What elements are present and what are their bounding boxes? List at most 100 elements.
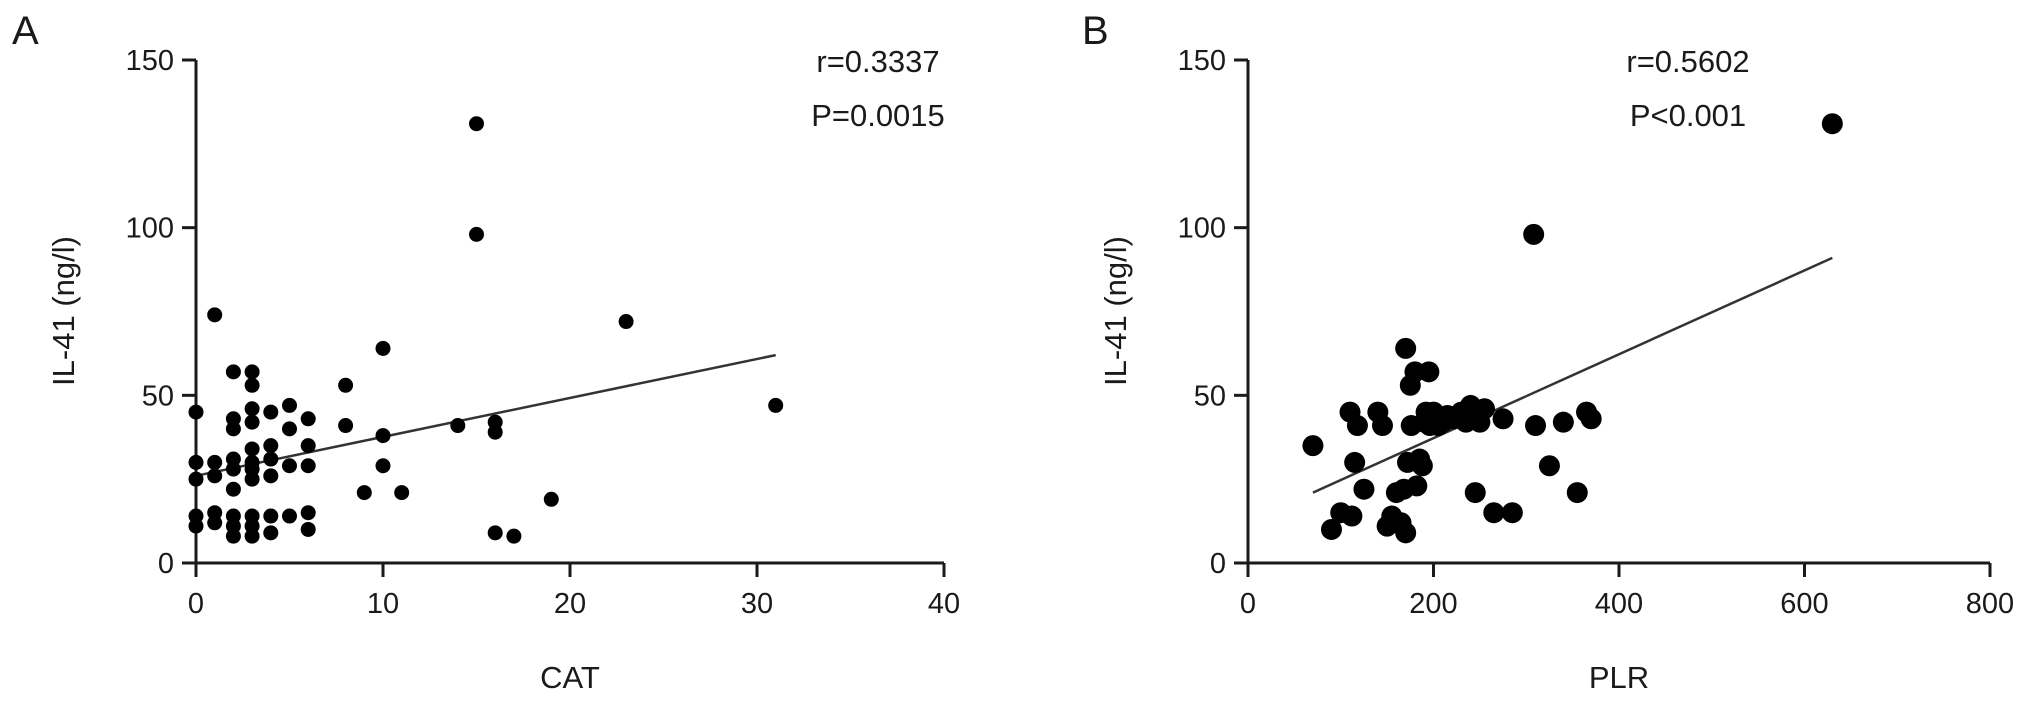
panel-a-point-5 [207,307,223,323]
panel-a-points [188,116,784,544]
panel-b-point-6 [1346,415,1368,437]
panel-a-point-30 [263,404,279,420]
panel-a-point-2 [188,471,204,487]
panel-a-x-tick-label-0: 0 [188,588,204,620]
panel-a-y-axis-title: IL-41 (ng/l) [46,236,81,386]
panel-b-point-16 [1395,522,1417,544]
panel-b-x-tick-label-1: 200 [1409,588,1457,620]
panel-a-point-54 [469,226,484,242]
panel-b-point-49 [1580,408,1602,430]
panel-a-point-42 [300,458,316,474]
panel-b-point-42 [1501,502,1523,524]
panel-a-p-value: P=0.0015 [811,98,945,133]
panel-a-axes [182,58,946,577]
panel-b-letter: B [1082,9,1109,53]
panel-b-point-0 [1302,435,1324,457]
panel-b-y-tick-label-3: 150 [1178,45,1226,77]
panel-a-point-51 [394,485,410,501]
panel-b-point-39 [1474,398,1496,420]
panel-a-point-14 [225,461,241,477]
panel-a-point-38 [282,458,297,474]
panel-a-point-52 [450,418,466,434]
panel-b-x-tick-label-2: 400 [1595,588,1643,620]
panel-b-point-50 [1821,113,1843,135]
panel-a-point-32 [263,451,279,467]
panel-b-y-axis-title: IL-41 (ng/l) [1098,236,1133,386]
panel-b-point-4 [1341,505,1363,527]
panel-a-point-23 [244,441,260,457]
panel-a-y-tick-label-0: 0 [158,548,174,580]
panel-a-point-1 [188,454,204,470]
panel-b-point-43 [1525,415,1547,437]
panel-a-point-18 [225,528,241,544]
panel-b-y-tick-label-1: 50 [1194,380,1226,412]
panel-b-x-tick-label-0: 0 [1240,588,1256,620]
panel-a-x-tick-label-1: 10 [367,588,399,620]
panel-b-point-1 [1320,518,1342,540]
panel-b-y-tick-label-2: 100 [1178,213,1226,245]
panel-a-point-61 [768,397,784,413]
panel-a-point-9 [207,515,223,531]
panel-a-letter: A [12,9,39,53]
panel-b-point-46 [1552,411,1574,433]
panel-a-r-value: r=0.3337 [816,44,939,79]
panel-a-y-tick-label-3: 150 [126,45,174,77]
panel-b-p-value: P<0.001 [1630,98,1746,133]
panel-a-point-15 [225,481,241,497]
panel-b-point-23 [1411,455,1433,477]
panel-a-point-39 [282,508,297,524]
panel-a-point-35 [263,525,279,541]
panel-a-point-34 [263,508,279,524]
panel-a-point-6 [207,454,223,470]
panel-b-x-tick-label-3: 600 [1780,588,1828,620]
panel-b-y-tick-labels: 0 50 100 150 [1178,45,1226,580]
panel-b-point-15 [1395,337,1417,359]
panel-b-point-7 [1353,478,1375,500]
panel-a-point-26 [244,471,260,487]
panel-b-point-45 [1538,455,1560,477]
panel-a-point-47 [356,485,372,501]
panel-a-chart: A 0 50 100 150 0 10 20 30 40 CAT IL-41 (ng/l) r… [12,9,960,695]
panel-b-y-tick-label-0: 0 [1210,548,1226,580]
panel-b-x-axis-title: PLR [1589,660,1649,695]
panel-b-x-tick-label-4: 800 [1966,588,2014,620]
panel-a-point-37 [282,421,297,437]
panel-b-point-47 [1566,482,1588,504]
panel-a-point-56 [487,424,503,440]
panel-a-point-43 [300,505,316,521]
panel-a-point-19 [244,364,260,380]
panel-a-point-48 [375,340,391,356]
panel-a-y-tick-labels: 0 50 100 150 [126,45,174,580]
panel-b-points [1302,113,1843,544]
panel-a-point-57 [487,525,503,541]
panel-a-point-49 [375,428,391,444]
panel-a-point-53 [469,116,484,132]
panel-a-point-29 [244,528,260,544]
panel-a-point-44 [300,521,316,537]
panel-a-point-20 [244,377,260,393]
panel-b-chart: B 0 50 100 150 0 200 400 600 800 PLR IL-41 (ng/… [1082,9,2014,695]
panel-b-point-36 [1464,482,1486,504]
panel-b-axes [1234,58,1992,577]
panel-b-regression-line [1312,256,1833,494]
panel-a-point-40 [300,411,316,427]
panel-a-point-33 [263,468,279,484]
panel-a-point-0 [188,404,204,420]
panel-a-point-50 [375,458,391,474]
panel-a-point-41 [300,438,316,454]
panel-b-point-44 [1523,223,1545,245]
panel-a-point-12 [225,421,241,437]
panel-b-point-5 [1344,451,1366,473]
panel-a-point-31 [263,438,279,454]
panel-b-point-9 [1371,415,1393,437]
panel-a-point-10 [225,364,241,380]
panel-b-x-tick-labels: 0 200 400 600 800 [1240,588,2014,620]
panel-a-point-4 [188,518,204,534]
panel-a-x-tick-label-4: 40 [928,588,960,620]
panel-a-point-59 [543,491,559,507]
panel-a-point-60 [618,314,634,330]
panel-a-point-46 [338,418,354,434]
panel-b-point-26 [1418,361,1440,383]
panel-a-point-58 [506,528,522,544]
